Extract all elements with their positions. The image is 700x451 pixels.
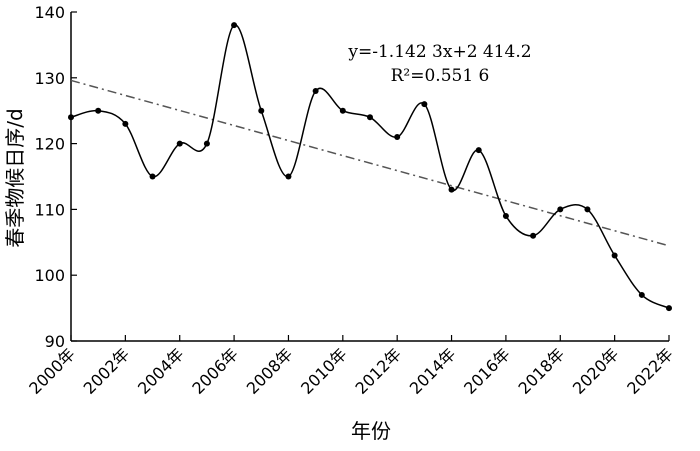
- data-point: [448, 186, 455, 193]
- x-tick-label: 2018年: [515, 344, 569, 398]
- data-point: [258, 107, 265, 114]
- series-curve: [70, 24, 670, 309]
- y-tick-label: 120: [34, 135, 65, 154]
- trend-r2: R²=0.551 6: [391, 66, 490, 86]
- data-point: [203, 140, 210, 147]
- trend-line: [70, 79, 670, 247]
- data-point: [149, 173, 156, 180]
- data-point: [176, 140, 183, 147]
- data-point: [530, 232, 537, 239]
- x-tick-label: 2002年: [80, 344, 134, 398]
- axes: [70, 12, 669, 342]
- data-point: [68, 114, 74, 121]
- data-point: [584, 206, 591, 213]
- data-point: [231, 22, 238, 29]
- x-tick-label: 2008年: [243, 344, 297, 398]
- x-tick-label: 2010年: [297, 344, 351, 398]
- x-axis-ticks: 2000年 2002年 2004年 2006年 2008年 2010年 2012年 2014年…: [25, 335, 677, 398]
- y-tick-label: 100: [34, 266, 65, 285]
- x-tick-label: 2016年: [460, 344, 514, 398]
- data-point: [312, 87, 319, 94]
- x-axis-title: 年份: [351, 419, 391, 443]
- y-tick-label: 110: [34, 200, 65, 219]
- y-axis-title: 春季物候日序/d: [3, 108, 27, 247]
- data-point: [666, 305, 672, 312]
- data-point: [394, 134, 401, 141]
- data-point: [475, 147, 482, 154]
- data-points: [68, 22, 672, 312]
- data-point: [421, 101, 428, 108]
- y-tick-label: 130: [34, 69, 65, 88]
- data-point: [367, 114, 373, 121]
- data-point: [339, 107, 346, 114]
- x-tick-label: 2022年: [623, 344, 677, 398]
- x-tick-label: 2004年: [134, 344, 188, 398]
- data-point: [502, 212, 509, 219]
- data-point: [285, 173, 292, 180]
- trend-equation: y=-1.142 3x+2 414.2: [347, 42, 531, 62]
- data-point: [122, 120, 129, 127]
- data-point: [557, 206, 564, 213]
- data-point: [638, 291, 645, 298]
- data-point: [611, 252, 618, 259]
- x-tick-label: 2000年: [25, 344, 79, 398]
- x-tick-label: 2006年: [188, 344, 242, 398]
- x-tick-label: 2020年: [569, 344, 623, 398]
- data-point: [95, 107, 102, 114]
- x-tick-label: 2014年: [406, 344, 460, 398]
- y-axis-ticks: 90 100 110 120 130 140: [34, 3, 77, 351]
- y-tick-label: 140: [34, 3, 65, 22]
- x-tick-label: 2012年: [351, 344, 405, 398]
- y-tick-label: 90: [45, 332, 65, 351]
